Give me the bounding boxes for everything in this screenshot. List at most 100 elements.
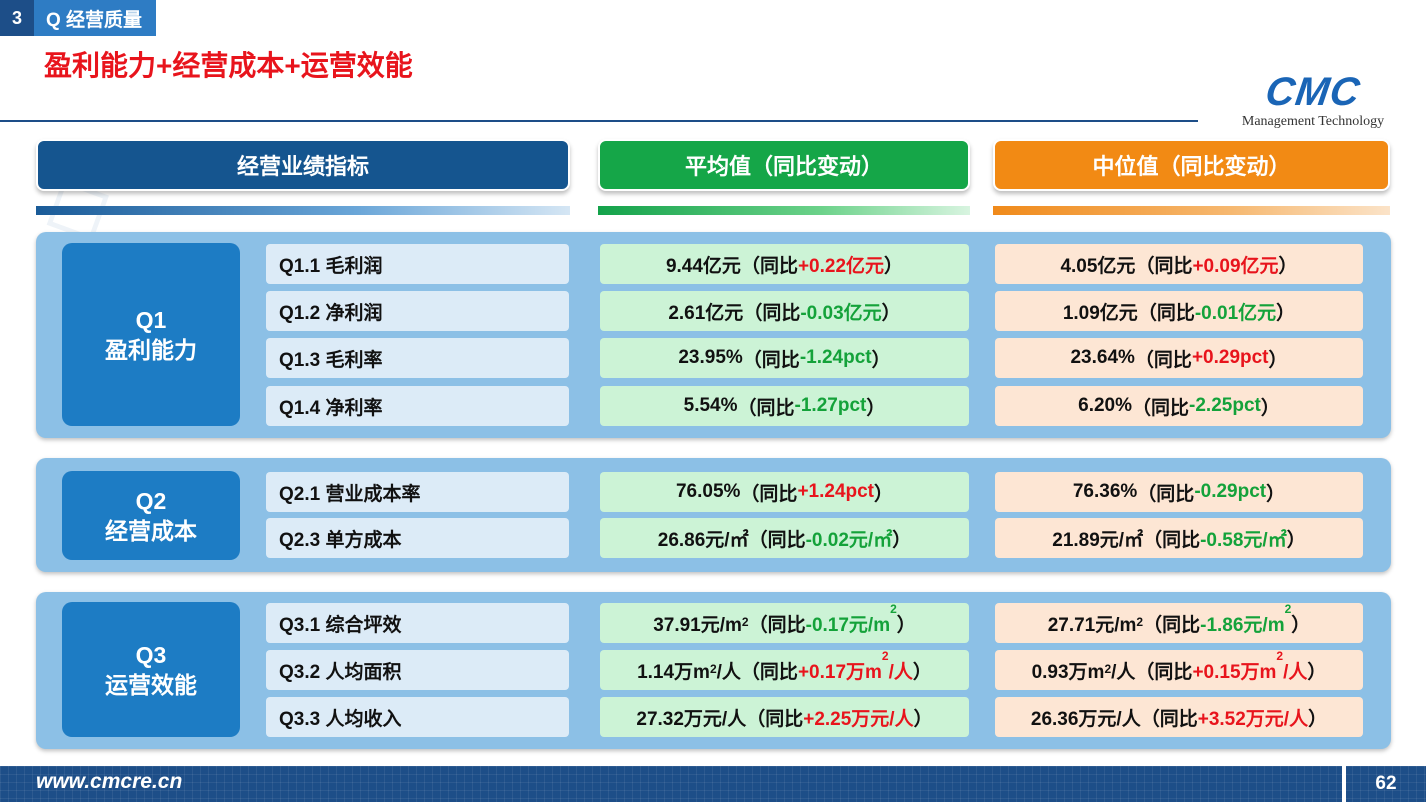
yoy-prefix: （同比: [740, 483, 798, 505]
change-unit-tail: /人: [888, 661, 913, 683]
yoy-prefix: （同比: [740, 661, 798, 683]
change-text: -0.29pct: [1194, 481, 1267, 502]
header-median: 中位值（同比变动）: [993, 139, 1390, 191]
yoy-suffix: ）: [1291, 614, 1311, 636]
average-cell[interactable]: 27.32万元/人 （同比 +2.25万元/人）: [600, 697, 969, 737]
yoy-change: +0.17万m2/人: [798, 650, 913, 684]
yoy-suffix: ）: [884, 255, 904, 277]
header-metric: 经营业绩指标: [36, 139, 570, 191]
value-text: 5.54%: [683, 395, 738, 416]
change-superscript: 2: [890, 601, 897, 616]
yoy-change: -0.03亿元: [800, 298, 881, 325]
yoy-prefix: （同比: [1134, 349, 1192, 371]
footer-url[interactable]: www.cmcre.cn: [36, 770, 183, 793]
value-text: 27.32万元/人: [636, 708, 747, 730]
average-cell[interactable]: 9.44亿元 （同比 +0.22亿元）: [600, 244, 969, 284]
average-cell[interactable]: 76.05% （同比 +1.24pct）: [600, 472, 969, 512]
footer: www.cmcre.cn 62: [0, 766, 1426, 802]
header-underline-metric: [36, 206, 570, 215]
median-cell[interactable]: 4.05亿元 （同比 +0.09亿元）: [995, 244, 1363, 284]
metric-cell[interactable]: Q3.1 综合坪效: [266, 603, 569, 643]
value-text: 23.64%: [1070, 347, 1135, 368]
value-text: 4.05亿元: [1060, 255, 1136, 277]
value-text: 37.91元/m: [653, 614, 742, 636]
yoy-change: +0.15万m2/人: [1192, 650, 1307, 684]
average-cell[interactable]: 23.95% （同比 -1.24pct）: [600, 338, 969, 378]
value-text: 1.14万m: [637, 661, 710, 683]
yoy-suffix: ）: [1286, 529, 1306, 551]
metric-cell[interactable]: Q2.3 单方成本: [266, 518, 569, 558]
change-text: -0.03亿元: [800, 302, 882, 324]
yoy-prefix: （同比: [746, 708, 804, 730]
value-text: 26.36万元/人: [1030, 708, 1141, 730]
metric-cell[interactable]: Q1.1 毛利润: [266, 244, 569, 284]
metric-cell[interactable]: Q3.3 人均收入: [266, 697, 569, 737]
group-id: Q3: [135, 641, 167, 668]
yoy-change: +0.29pct: [1192, 347, 1269, 369]
value-text: 9.44亿元: [665, 255, 741, 277]
group-name: 经营成本: [105, 517, 197, 544]
logo-subtitle: Management Technology: [1241, 114, 1385, 129]
group-name: 运营效能: [105, 671, 197, 698]
page-number: 62: [1375, 773, 1397, 794]
change-text: -1.27pct: [794, 395, 867, 416]
group-label-q3: Q3 运营效能: [62, 602, 240, 737]
average-cell[interactable]: 1.14万m 2/人 （同比 +0.17万m2/人）: [600, 650, 969, 690]
yoy-suffix: ）: [1307, 661, 1327, 683]
change-text: +2.25万元/人: [803, 708, 914, 730]
cmc-logo: CMC Management Technology: [1238, 70, 1388, 130]
group-id: Q2: [135, 487, 167, 514]
header-average: 平均值（同比变动）: [598, 139, 970, 191]
metric-cell[interactable]: Q1.2 净利润: [266, 291, 569, 331]
change-text: -0.02元/㎡: [805, 529, 893, 551]
change-text: -0.17元/m: [805, 614, 891, 636]
title-divider: [0, 120, 1198, 122]
change-text: -1.86元/m: [1200, 614, 1285, 636]
section-label: Q 经营质量: [34, 0, 157, 36]
metric-cell[interactable]: Q1.3 毛利率: [266, 338, 569, 378]
yoy-suffix: ）: [1278, 255, 1298, 277]
yoy-prefix: （同比: [1143, 529, 1201, 551]
median-cell[interactable]: 27.71元/m 2 （同比 -1.86元/m2）: [995, 603, 1363, 643]
median-cell[interactable]: 26.36万元/人 （同比 +3.52万元/人）: [995, 697, 1363, 737]
median-cell[interactable]: 76.36% （同比 -0.29pct）: [995, 472, 1363, 512]
median-cell[interactable]: 23.64% （同比 +0.29pct）: [995, 338, 1363, 378]
yoy-suffix: ）: [871, 349, 891, 371]
metric-cell[interactable]: Q3.2 人均面积: [266, 650, 569, 690]
value-text: 27.71元/m: [1047, 614, 1137, 636]
change-text: +0.22亿元: [797, 255, 885, 277]
change-text: -0.01亿元: [1194, 302, 1277, 324]
median-cell[interactable]: 21.89元/㎡ （同比 -0.58元/㎡）: [995, 518, 1363, 558]
value-text: 26.86元/㎡: [657, 529, 749, 551]
yoy-suffix: ）: [866, 397, 886, 419]
yoy-suffix: ）: [912, 661, 932, 683]
value-text: 76.05%: [675, 481, 741, 502]
change-superscript: 2: [881, 648, 889, 663]
average-cell[interactable]: 5.54% （同比 -1.27pct）: [600, 386, 969, 426]
yoy-suffix: ）: [1268, 349, 1288, 371]
metric-cell[interactable]: Q2.1 营业成本率: [266, 472, 569, 512]
group-label-q2: Q2 经营成本: [62, 471, 240, 560]
median-cell[interactable]: 6.20% （同比 -2.25pct）: [995, 386, 1363, 426]
change-superscript: 2: [1284, 601, 1292, 616]
change-text: -0.58元/㎡: [1200, 529, 1287, 551]
yoy-change: -2.25pct: [1189, 395, 1261, 417]
average-cell[interactable]: 37.91元/m 2 （同比 -0.17元/m2 ）: [600, 603, 969, 643]
section-number: 3: [0, 0, 34, 36]
median-cell[interactable]: 0.93万m 2/人 （同比 +0.15万m2/人）: [995, 650, 1363, 690]
change-text: -2.25pct: [1189, 395, 1261, 416]
yoy-prefix: （同比: [748, 614, 806, 636]
change-text: +3.52万元/人: [1197, 708, 1309, 730]
median-cell[interactable]: 1.09亿元 （同比 -0.01亿元）: [995, 291, 1363, 331]
average-cell[interactable]: 2.61亿元 （同比 -0.03亿元）: [600, 291, 969, 331]
yoy-change: -0.02元/㎡: [806, 525, 893, 552]
yoy-change: -0.17元/m2: [805, 603, 897, 637]
yoy-suffix: ）: [1266, 483, 1286, 505]
group-label-q1: Q1 盈利能力: [62, 243, 240, 426]
change-text: -1.24pct: [799, 347, 872, 368]
value-text: 1.09亿元: [1062, 302, 1138, 324]
yoy-suffix: ）: [892, 529, 912, 551]
average-cell[interactable]: 26.86元/㎡ （同比 -0.02元/㎡）: [600, 518, 969, 558]
header-underline-median: [993, 206, 1390, 215]
metric-cell[interactable]: Q1.4 净利率: [266, 386, 569, 426]
